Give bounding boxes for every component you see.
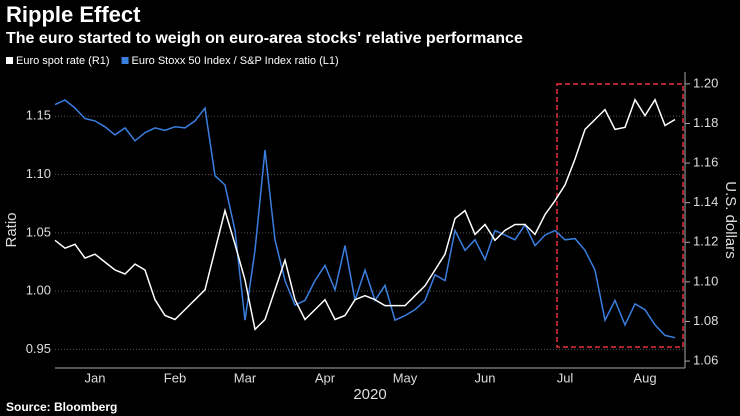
y-tick-label: 1.05 bbox=[26, 224, 51, 239]
y2-axis-label: U.S. dollars bbox=[722, 181, 739, 259]
x-tick-label: May bbox=[393, 370, 418, 385]
y-tick-label: 1.00 bbox=[26, 283, 51, 298]
y-tick-label: 1.10 bbox=[26, 166, 51, 181]
x-tick-label: Mar bbox=[234, 370, 257, 385]
x-axis-label: 2020 bbox=[353, 386, 386, 403]
chart-title: Ripple Effect bbox=[6, 2, 141, 27]
x-tick-label: Jan bbox=[85, 370, 106, 385]
legend-label: Euro Stoxx 50 Index / S&P Index ratio (L… bbox=[132, 55, 339, 67]
y-axis-label: Ratio bbox=[3, 212, 20, 247]
y2-tick-label: 1.20 bbox=[693, 75, 718, 90]
y2-tick-label: 1.16 bbox=[693, 155, 718, 170]
legend-swatch bbox=[121, 57, 129, 64]
legend-label: Euro spot rate (R1) bbox=[16, 55, 110, 67]
y-tick-label: 1.15 bbox=[26, 108, 51, 123]
y2-tick-label: 1.06 bbox=[693, 353, 718, 368]
highlight-box bbox=[556, 83, 684, 348]
x-tick-label: Aug bbox=[633, 370, 656, 385]
series-line bbox=[54, 99, 676, 339]
x-tick-label: Apr bbox=[315, 370, 336, 385]
x-tick-label: Feb bbox=[164, 370, 186, 385]
y2-tick-label: 1.12 bbox=[693, 234, 718, 249]
x-tick-label: Jun bbox=[475, 370, 496, 385]
source: Source: Bloomberg bbox=[6, 400, 117, 414]
legend-swatch bbox=[6, 57, 13, 64]
series-line bbox=[54, 97, 676, 331]
chart-subtitle: The euro started to weigh on euro-area s… bbox=[6, 30, 523, 47]
y2-tick-label: 1.18 bbox=[693, 115, 718, 130]
y2-tick-label: 1.10 bbox=[693, 273, 718, 288]
x-tick-label: Jul bbox=[557, 370, 574, 385]
y2-tick-label: 1.08 bbox=[693, 313, 718, 328]
y2-tick-label: 1.14 bbox=[693, 194, 718, 209]
y-tick-label: 0.95 bbox=[26, 341, 51, 356]
